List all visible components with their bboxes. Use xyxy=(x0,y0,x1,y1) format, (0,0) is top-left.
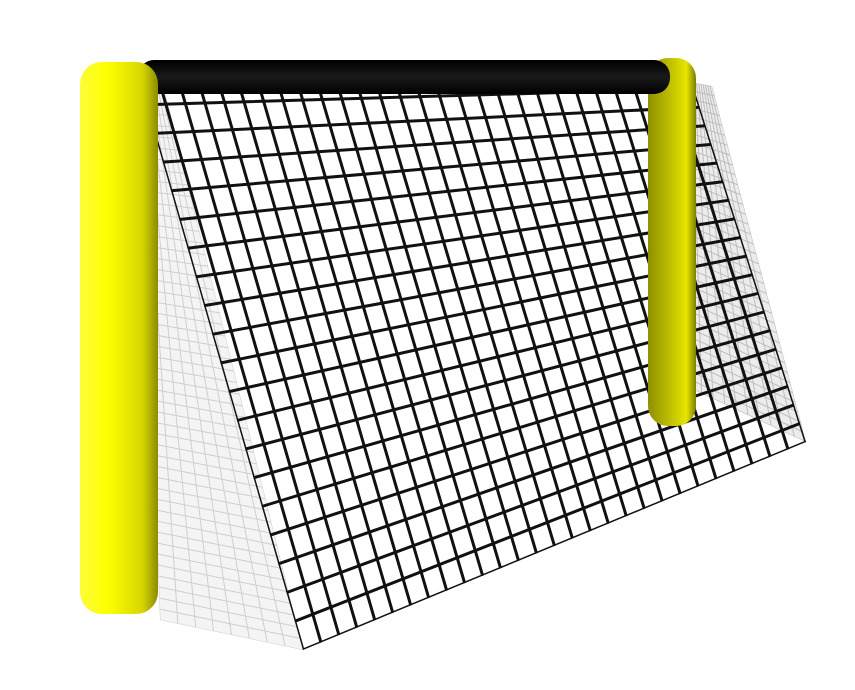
side-net-strand xyxy=(152,92,232,636)
net-horizontal-strand xyxy=(202,217,737,308)
net-horizontal-strand xyxy=(153,105,702,135)
net-horizontal-strand xyxy=(169,142,714,193)
side-net-strand xyxy=(155,92,250,639)
net-horizontal-strand xyxy=(285,403,796,595)
net-horizontal-strand xyxy=(177,161,719,221)
side-net-strand xyxy=(148,92,215,632)
net-horizontal-strand xyxy=(194,198,731,279)
side-net-strand xyxy=(702,84,761,421)
net-horizontal-strand xyxy=(186,180,725,250)
net-horizontal-strand xyxy=(161,124,708,164)
side-net-strand xyxy=(707,85,784,432)
net-horizontal-strand xyxy=(293,421,802,623)
crossbar xyxy=(138,60,670,94)
net-horizontal-strand xyxy=(276,384,790,566)
side-net-strand xyxy=(704,84,772,426)
net-horizontal-strand xyxy=(301,440,806,650)
net-horizontal-strand xyxy=(268,366,784,537)
left-goal-post xyxy=(80,62,158,614)
side-net-strand xyxy=(698,83,737,410)
left-side-net xyxy=(140,92,303,650)
side-net-strand xyxy=(709,85,795,437)
right-goal-post xyxy=(648,58,696,426)
side-net-strand xyxy=(158,92,268,643)
